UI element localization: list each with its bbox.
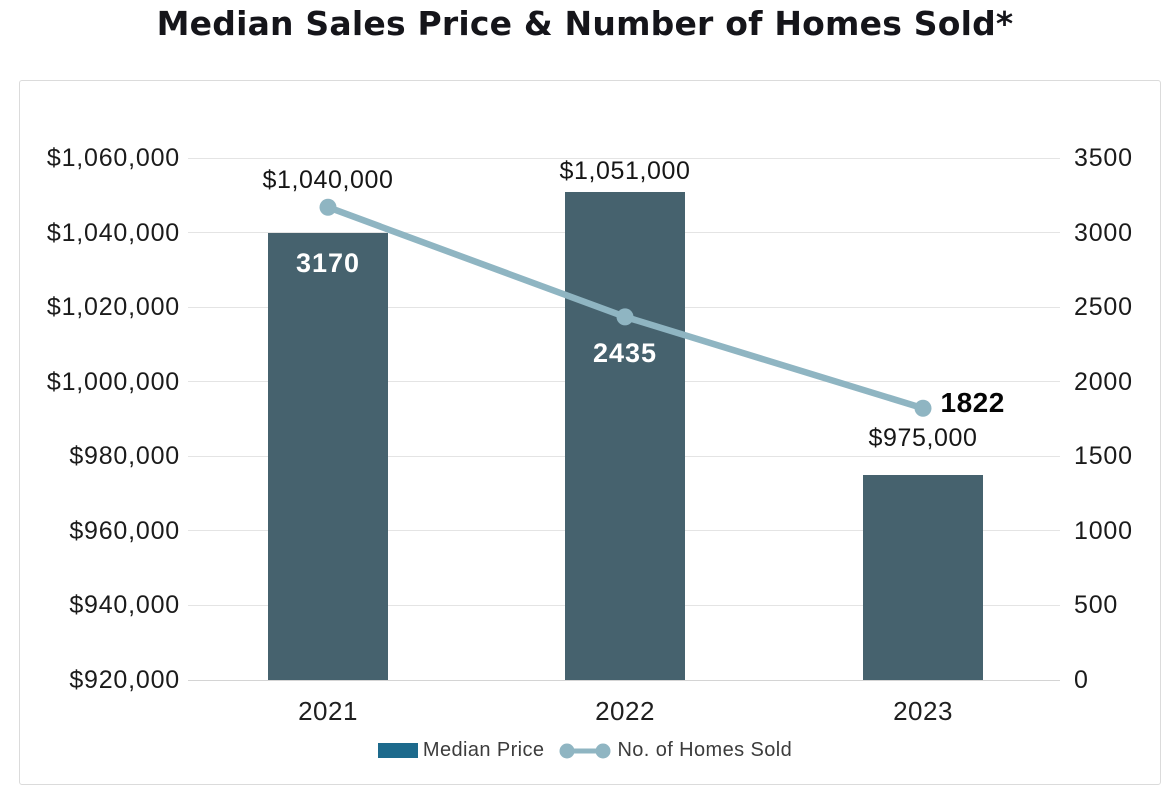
- legend-item-homes-sold: No. of Homes Sold: [558, 739, 792, 762]
- x-axis-label: 2021: [298, 696, 358, 726]
- median-price-swatch-icon: [377, 743, 418, 758]
- right-axis-tick: 2500: [1074, 293, 1133, 322]
- right-axis-tick: 1500: [1074, 442, 1133, 471]
- median-price-bar: [268, 232, 388, 680]
- x-axis-label: 2022: [595, 696, 655, 726]
- line-value-label: 1822: [940, 387, 1005, 419]
- legend-item-median-price: Median Price: [377, 739, 545, 762]
- line-value-label: 2435: [592, 337, 658, 368]
- left-axis-tick: $920,000: [69, 666, 180, 694]
- right-axis-tick: 500: [1074, 591, 1119, 620]
- right-axis-tick: 3000: [1074, 218, 1133, 247]
- left-axis-tick: $1,020,000: [46, 293, 180, 322]
- left-axis-tick: $940,000: [69, 591, 180, 620]
- left-axis-tick: $1,040,000: [46, 218, 180, 247]
- legend-label-homes-sold: No. of Homes Sold: [617, 739, 793, 761]
- left-axis-tick: $1,060,000: [46, 144, 180, 172]
- right-axis-tick: 1000: [1074, 516, 1133, 545]
- bar-value-label: $975,000: [868, 423, 978, 452]
- left-axis-tick: $980,000: [69, 442, 180, 471]
- line-value-label: 3170: [295, 247, 361, 278]
- right-axis-tick: 3500: [1074, 144, 1133, 172]
- chart-title: Median Sales Price & Number of Homes Sol…: [156, 4, 1014, 43]
- gridline: [188, 679, 1060, 681]
- homes-sold-swatch-icon: [559, 743, 611, 758]
- median-price-bar: [565, 191, 685, 680]
- right-axis-tick: 0: [1074, 666, 1089, 694]
- legend-label-median-price: Median Price: [422, 739, 545, 761]
- gridline: [188, 157, 1060, 159]
- left-axis-tick: $1,000,000: [46, 367, 180, 396]
- x-axis-label: 2023: [893, 696, 953, 726]
- legend: Median Price No. of Homes Sold: [0, 739, 1170, 762]
- bar-value-label: $1,051,000: [559, 156, 691, 185]
- left-axis-tick: $960,000: [69, 516, 180, 545]
- median-price-bar: [863, 474, 983, 680]
- right-axis-tick: 2000: [1074, 367, 1133, 396]
- bar-value-label: $1,040,000: [262, 165, 394, 194]
